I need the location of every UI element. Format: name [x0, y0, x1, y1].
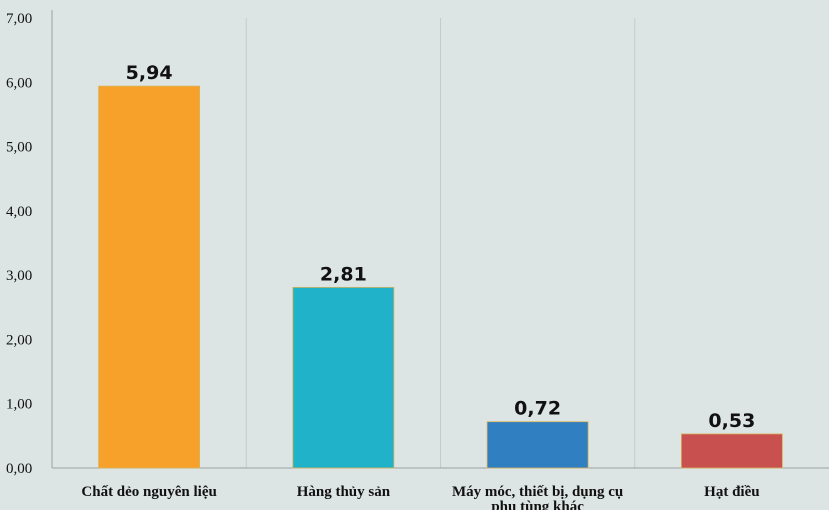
bar [293, 287, 394, 468]
y-tick-label: 6,00 [6, 75, 32, 91]
y-tick-label: 2,00 [6, 332, 32, 348]
x-category-label: phụ tùng khác [491, 499, 584, 510]
y-tick-label: 5,00 [6, 140, 32, 156]
bar [99, 86, 200, 468]
y-tick-label: 1,00 [6, 397, 32, 413]
data-label: 0,72 [514, 398, 561, 420]
x-category-label: Hàng thủy sản [297, 484, 391, 500]
y-tick-label: 7,00 [6, 11, 32, 27]
x-category-label: Chất dẻo nguyên liệu [81, 484, 216, 500]
y-tick-label: 4,00 [6, 204, 32, 220]
bar [487, 422, 588, 468]
data-label: 0,53 [708, 410, 755, 432]
data-label: 5,94 [126, 62, 173, 84]
bar [681, 434, 782, 468]
data-label: 2,81 [320, 263, 367, 285]
y-tick-label: 0,00 [6, 461, 32, 477]
x-category-label: Máy móc, thiết bị, dụng cụ [452, 484, 623, 500]
x-category-label: Hạt điều [704, 484, 759, 500]
y-tick-label: 3,00 [6, 268, 32, 284]
